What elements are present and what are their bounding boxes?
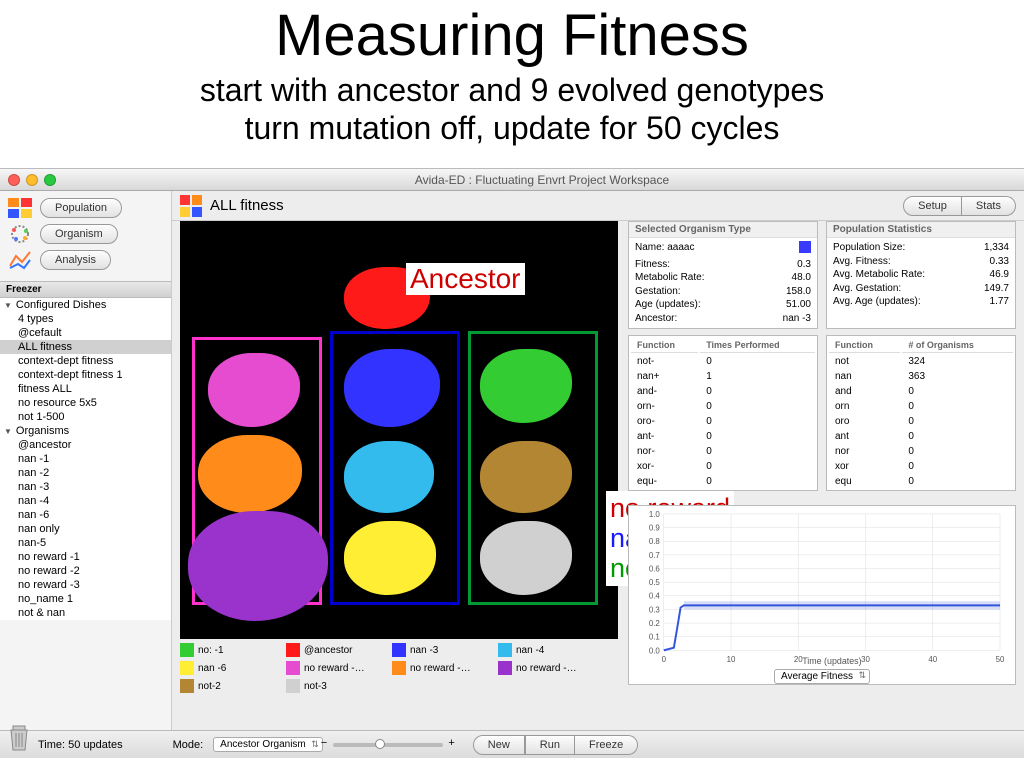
- legend-item: not-3: [286, 679, 382, 693]
- tree-item[interactable]: fitness ALL: [0, 382, 171, 396]
- tree-item[interactable]: ALL fitness: [0, 340, 171, 354]
- legend-item: @ancestor: [286, 643, 382, 657]
- tree-item[interactable]: nan -4: [0, 494, 171, 508]
- tree-item[interactable]: not 1-500: [0, 410, 171, 424]
- tree-item[interactable]: no resource 5x5: [0, 396, 171, 410]
- petri-grid[interactable]: [180, 221, 618, 639]
- toolbar: ALL fitness Setup Stats: [172, 191, 1024, 221]
- tree-item[interactable]: context-dept fitness 1: [0, 368, 171, 382]
- footer-bar: Time: 50 updates Mode: Ancestor Organism…: [0, 730, 1024, 758]
- right-panel: Selected Organism Type Name: aaaacFitnes…: [628, 221, 1016, 491]
- svg-text:0: 0: [662, 655, 667, 664]
- close-icon[interactable]: [8, 174, 20, 186]
- legend-item: nan -3: [392, 643, 488, 657]
- tree-item[interactable]: nan -1: [0, 452, 171, 466]
- svg-text:Time (updates): Time (updates): [802, 656, 861, 666]
- tree-item[interactable]: nan -2: [0, 466, 171, 480]
- organism-button[interactable]: Organism: [40, 224, 118, 244]
- svg-text:0.7: 0.7: [649, 551, 660, 560]
- svg-text:0.0: 0.0: [649, 646, 661, 655]
- legend-item: no reward -…: [286, 661, 382, 675]
- analysis-icon: [6, 249, 34, 271]
- trash-icon[interactable]: [6, 722, 32, 752]
- svg-text:0.8: 0.8: [649, 537, 661, 546]
- zoom-icon[interactable]: [44, 174, 56, 186]
- svg-text:0.3: 0.3: [649, 605, 661, 614]
- time-label: Time: 50 updates: [38, 739, 123, 751]
- window-title: Avida-ED : Fluctuating Envrt Project Wor…: [68, 173, 1016, 187]
- freezer-header: Freezer: [0, 281, 171, 298]
- slide-subtitle: start with ancestor and 9 evolved genoty…: [0, 71, 1024, 148]
- svg-text:0.5: 0.5: [649, 578, 661, 587]
- dish-title: ALL fitness: [210, 197, 895, 214]
- slide-title: Measuring Fitness: [0, 0, 1024, 69]
- tree-item[interactable]: @ancestor: [0, 438, 171, 452]
- analysis-button[interactable]: Analysis: [40, 250, 111, 270]
- svg-text:30: 30: [861, 655, 870, 664]
- svg-text:0.6: 0.6: [649, 564, 661, 573]
- tree-group-dishes[interactable]: Configured Dishes: [0, 298, 171, 312]
- legend-item: no reward -…: [392, 661, 488, 675]
- minimize-icon[interactable]: [26, 174, 38, 186]
- mode-select[interactable]: Ancestor Organism: [213, 737, 323, 752]
- legend-item: no: -1: [180, 643, 276, 657]
- tree-item[interactable]: nan-5: [0, 536, 171, 550]
- svg-text:0.2: 0.2: [649, 619, 660, 628]
- fitness-chart[interactable]: 0.00.10.20.30.40.50.60.70.80.91.00102030…: [628, 505, 1016, 685]
- population-stats-panel: Population Statistics Population Size:1,…: [826, 221, 1016, 329]
- tree-item[interactable]: nan -6: [0, 508, 171, 522]
- dish-icon: [180, 195, 202, 217]
- tree-item[interactable]: not & nan: [0, 606, 171, 620]
- titlebar: Avida-ED : Fluctuating Envrt Project Wor…: [0, 169, 1024, 191]
- tree-item[interactable]: nan only: [0, 522, 171, 536]
- legend-item: nan -4: [498, 643, 594, 657]
- svg-text:0.4: 0.4: [649, 592, 661, 601]
- new-button[interactable]: New: [473, 735, 525, 755]
- freezer-tree[interactable]: Configured Dishes 4 types@cefaultALL fit…: [0, 298, 171, 620]
- run-button[interactable]: Run: [525, 735, 575, 755]
- legend-item: not-2: [180, 679, 276, 693]
- legend-item: no reward -…: [498, 661, 594, 675]
- setup-button[interactable]: Setup: [903, 196, 962, 216]
- tree-item[interactable]: @cefault: [0, 326, 171, 340]
- svg-text:50: 50: [996, 655, 1005, 664]
- tree-item[interactable]: no reward -1: [0, 550, 171, 564]
- svg-text:40: 40: [928, 655, 937, 664]
- svg-text:0.1: 0.1: [649, 633, 661, 642]
- population-icon: [6, 197, 34, 219]
- mode-label: Mode:: [173, 739, 204, 751]
- app-window: Avida-ED : Fluctuating Envrt Project Wor…: [0, 168, 1024, 758]
- tree-item[interactable]: context-dept fitness: [0, 354, 171, 368]
- functions-performed-table: FunctionTimes Performed not-0nan+1and-0o…: [628, 335, 818, 491]
- stats-button[interactable]: Stats: [962, 196, 1016, 216]
- legend: no: -1 @ancestor nan -3 nan -4 nan -6 no rewa…: [180, 643, 618, 693]
- svg-text:0.9: 0.9: [649, 524, 661, 533]
- tree-item[interactable]: no reward -2: [0, 564, 171, 578]
- svg-text:10: 10: [727, 655, 736, 664]
- freeze-button[interactable]: Freeze: [575, 735, 638, 755]
- organism-icon: [6, 223, 34, 245]
- selected-organism-panel: Selected Organism Type Name: aaaacFitnes…: [628, 221, 818, 329]
- ancestor-annotation: Ancestor: [406, 263, 525, 295]
- tree-item[interactable]: 4 types: [0, 312, 171, 326]
- tree-item[interactable]: no_name 1: [0, 592, 171, 606]
- legend-item: nan -6: [180, 661, 276, 675]
- main-area: ALL fitness Setup Stats Ancestor no rewa…: [172, 191, 1024, 730]
- sidebar: Population Organism Analysis Freezer Con…: [0, 191, 172, 730]
- tree-item[interactable]: no reward -3: [0, 578, 171, 592]
- tree-group-organisms[interactable]: Organisms: [0, 424, 171, 438]
- population-button[interactable]: Population: [40, 198, 122, 218]
- zoom-slider[interactable]: [333, 743, 443, 747]
- svg-text:1.0: 1.0: [649, 510, 661, 519]
- chart-metric-select[interactable]: Average Fitness: [774, 669, 870, 684]
- functions-organisms-table: Function# of Organisms not324nan363and0o…: [826, 335, 1016, 491]
- tree-item[interactable]: nan -3: [0, 480, 171, 494]
